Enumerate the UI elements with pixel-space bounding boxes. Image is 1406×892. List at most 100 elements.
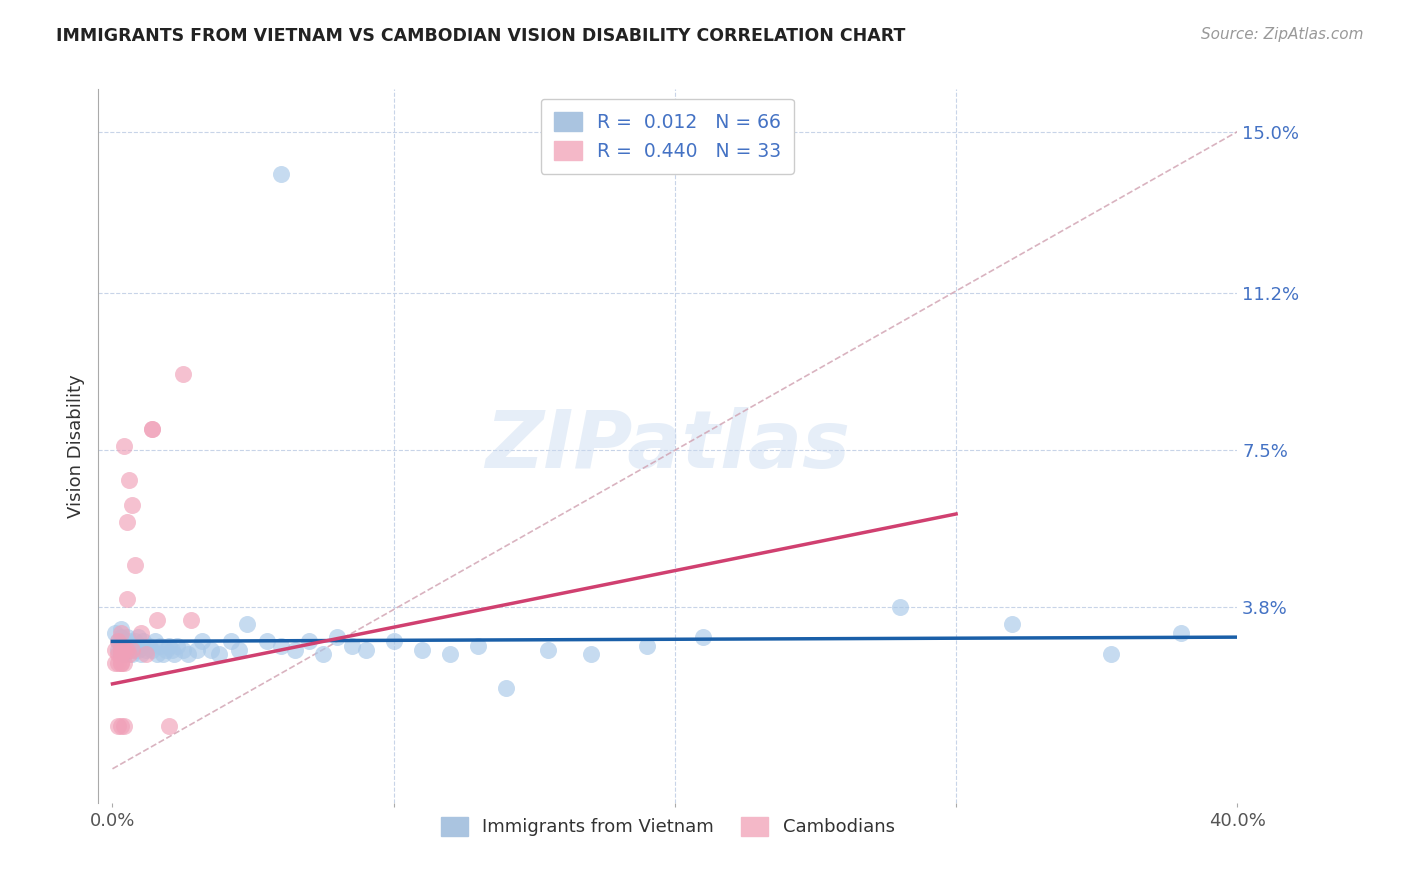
Point [155, 643, 177, 657]
Point [112, 634, 135, 648]
Point [110, 647, 132, 661]
Point [177, 647, 200, 661]
Point [579, 647, 602, 661]
Point [115, 591, 138, 606]
Point [284, 643, 307, 657]
Point [135, 647, 157, 661]
Text: IMMIGRANTS FROM VIETNAM VS CAMBODIAN VISION DISABILITY CORRELATION CHART: IMMIGRANTS FROM VIETNAM VS CAMBODIAN VIS… [56, 27, 905, 45]
Point [340, 639, 363, 653]
Point [172, 367, 194, 381]
Text: ZIPatlas: ZIPatlas [485, 407, 851, 485]
Point [121, 647, 143, 661]
Point [236, 617, 259, 632]
Point [636, 639, 658, 653]
Point [326, 630, 349, 644]
Point [121, 639, 143, 653]
Point [1170, 626, 1192, 640]
Point [1001, 617, 1024, 632]
Point [1099, 647, 1122, 661]
Point [152, 647, 174, 661]
Point [107, 647, 129, 661]
Point [180, 613, 202, 627]
Y-axis label: Vision Disability: Vision Disability [66, 374, 84, 518]
Point [354, 643, 377, 657]
Point [467, 639, 489, 653]
Point [157, 639, 180, 653]
Point [186, 643, 208, 657]
Point [124, 643, 146, 657]
Point [228, 643, 250, 657]
Point [312, 647, 335, 661]
Point [110, 656, 132, 670]
Point [110, 643, 132, 657]
Point [143, 634, 166, 648]
Point [112, 719, 135, 733]
Point [129, 647, 152, 661]
Point [537, 643, 560, 657]
Point [141, 422, 163, 436]
Point [149, 639, 172, 653]
Point [112, 643, 135, 657]
Point [110, 626, 132, 640]
Point [439, 647, 461, 661]
Point [112, 656, 135, 670]
Point [107, 634, 129, 648]
Point [118, 634, 141, 648]
Point [411, 643, 433, 657]
Point [107, 656, 129, 670]
Point [138, 639, 160, 653]
Point [219, 634, 242, 648]
Point [115, 639, 138, 653]
Point [889, 600, 911, 615]
Point [118, 473, 141, 487]
Point [110, 639, 132, 653]
Point [270, 639, 292, 653]
Point [110, 656, 132, 670]
Point [121, 499, 143, 513]
Point [157, 719, 180, 733]
Point [191, 634, 214, 648]
Point [298, 634, 321, 648]
Point [141, 422, 163, 436]
Point [172, 643, 194, 657]
Point [115, 643, 138, 657]
Point [115, 516, 138, 530]
Point [127, 643, 149, 657]
Point [129, 639, 152, 653]
Text: Source: ZipAtlas.com: Source: ZipAtlas.com [1201, 27, 1364, 42]
Point [127, 630, 149, 644]
Point [382, 634, 405, 648]
Point [110, 647, 132, 661]
Point [112, 643, 135, 657]
Point [692, 630, 714, 644]
Point [110, 622, 132, 636]
Point [124, 558, 146, 572]
Point [495, 681, 517, 695]
Point [112, 647, 135, 661]
Point [135, 643, 157, 657]
Point [129, 626, 152, 640]
Point [132, 634, 155, 648]
Point [107, 634, 129, 648]
Point [115, 643, 138, 657]
Point [110, 630, 132, 644]
Point [104, 643, 127, 657]
Point [163, 647, 186, 661]
Point [208, 647, 231, 661]
Point [146, 647, 169, 661]
Point [256, 634, 278, 648]
Point [118, 647, 141, 661]
Point [107, 643, 129, 657]
Point [107, 719, 129, 733]
Point [118, 643, 141, 657]
Point [115, 630, 138, 644]
Point [121, 643, 143, 657]
Point [110, 719, 132, 733]
Legend: Immigrants from Vietnam, Cambodians: Immigrants from Vietnam, Cambodians [430, 806, 905, 847]
Point [200, 643, 222, 657]
Point [166, 639, 188, 653]
Point [146, 613, 169, 627]
Point [104, 656, 127, 670]
Point [270, 167, 292, 181]
Point [112, 439, 135, 453]
